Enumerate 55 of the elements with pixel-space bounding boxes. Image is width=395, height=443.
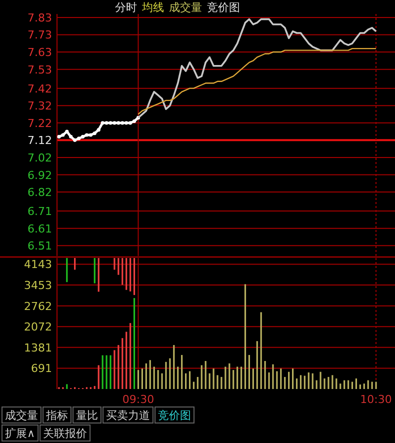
y-tick-label: 7.32 [28,100,52,113]
point [80,134,85,139]
point [100,121,104,125]
point [96,128,100,132]
x-tick-label: 09:30 [122,393,154,406]
y-tick-label: 7.22 [28,116,52,130]
point [120,121,124,125]
text: 量比 [76,409,98,422]
y-tick-label: 2762 [24,300,52,313]
y-tick-label: 6.61 [28,222,52,236]
y-tick-label: 7.53 [28,63,52,76]
y-tick-label: 2072 [24,320,52,334]
line-series [57,116,140,142]
point [69,134,73,139]
text: 均线 [141,1,164,14]
text: 成交量 [169,1,202,14]
y-tick-label: 4143 [24,258,52,272]
y-tick-label: 1381 [24,341,52,354]
point [124,121,128,125]
point [57,134,61,139]
y-tick-label: 6.92 [28,168,52,182]
text: 指标 [45,409,68,422]
y-tick-label: 3453 [24,279,52,292]
point [132,119,136,123]
point [116,121,120,125]
x-tick-label: 10:30 [360,393,392,406]
point [61,133,65,137]
point [88,133,92,137]
y-tick-label: 6.51 [28,240,52,253]
y-tick-label: 7.83 [28,11,52,24]
point [92,131,96,136]
text: 分时 [115,1,137,14]
line-series [138,48,377,115]
y-tick-label: 691 [31,362,52,376]
y-tick-label: 6.71 [28,205,52,218]
text: 买卖力道 [106,409,150,422]
text: 扩展∧ [5,427,36,440]
y-tick-label: 7.12 [28,134,52,148]
point [112,121,116,125]
line-series [137,18,377,119]
text: 成交量 [5,409,38,422]
y-tick-label: 7.42 [28,82,52,96]
text: 关联报价 [43,427,88,440]
y-tick-label: 6.82 [28,186,52,200]
point [108,121,112,125]
point [73,138,77,142]
point [76,136,81,140]
point [104,121,108,125]
y-tick-label: 7.63 [28,46,52,60]
point [128,121,132,125]
y-tick-label: 7.73 [28,28,52,42]
text: 竞价图 [158,409,191,422]
y-tick-label: 7.02 [28,151,52,164]
point [84,133,89,137]
text: 竞价图 [207,1,240,14]
